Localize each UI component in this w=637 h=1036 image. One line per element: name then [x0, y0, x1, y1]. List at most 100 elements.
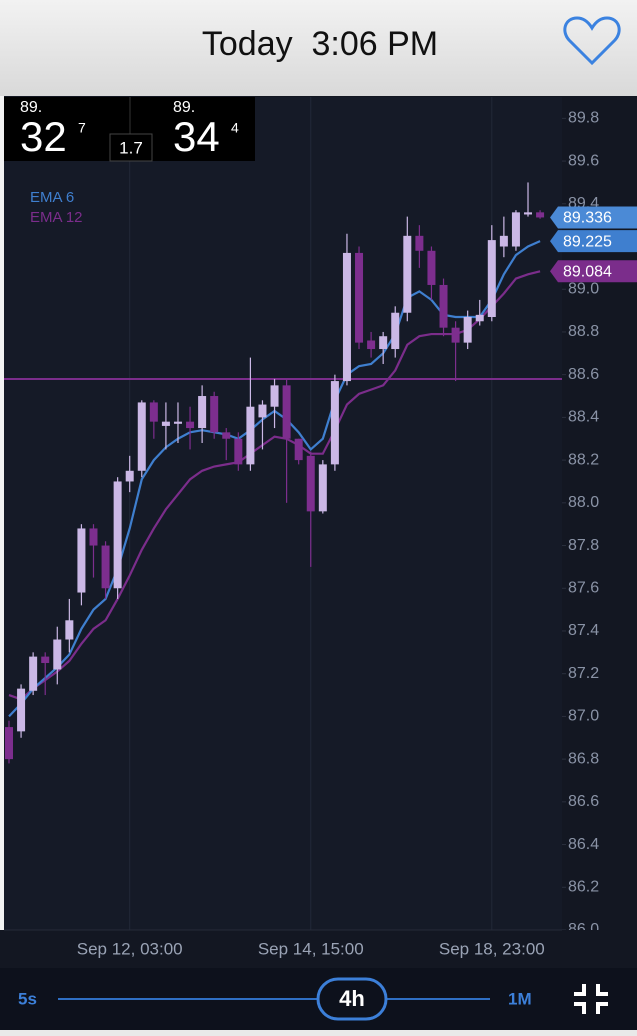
- candle-body: [222, 432, 231, 439]
- price-tag: [550, 230, 637, 253]
- price-tag-label: 89.225: [563, 233, 612, 250]
- candle-body: [186, 421, 195, 429]
- y-tick-label: 86.8: [568, 750, 599, 767]
- candle-body: [524, 212, 533, 215]
- header-title: Today 3:06 PM: [202, 25, 438, 63]
- collapse-icon: [574, 984, 586, 996]
- candle-body: [161, 421, 170, 426]
- candle-body: [5, 727, 13, 760]
- bottom-strip: [0, 1030, 637, 1036]
- candle-body: [258, 404, 267, 418]
- x-axis: Sep 12, 03:00 Sep 14, 15:00 Sep 18, 23:00: [77, 939, 545, 958]
- ask-prefix: 89.: [173, 99, 195, 116]
- candle-body: [415, 235, 424, 251]
- y-tick-label: 89.8: [568, 110, 599, 127]
- candle-body: [210, 396, 219, 433]
- ask-main: 34: [173, 113, 220, 160]
- candle-body: [234, 438, 243, 465]
- candle-body: [29, 656, 38, 691]
- candle-body: [475, 314, 484, 322]
- candle-body: [113, 481, 122, 589]
- candle-body: [17, 688, 26, 732]
- timeframe-thumb[interactable]: [316, 977, 388, 1021]
- candle-body: [41, 656, 50, 664]
- y-tick-label: 88.8: [568, 323, 599, 340]
- y-tick-label: 87.6: [568, 579, 599, 596]
- candle-body: [306, 455, 315, 512]
- left-edge: [0, 96, 4, 968]
- candle-body: [367, 340, 376, 350]
- candle-body: [65, 620, 74, 640]
- candle-body: [379, 336, 388, 350]
- ema-line: [8, 270, 541, 701]
- candle-body: [451, 327, 460, 343]
- quote-box: 89. 32 7 1.7 89. 34 4: [4, 97, 255, 162]
- candle-body: [53, 639, 62, 670]
- timeframe-max[interactable]: 1M: [508, 989, 532, 1008]
- x-tick-label: Sep 14, 15:00: [258, 939, 364, 958]
- spread: 1.7: [119, 138, 143, 157]
- candle-body: [330, 381, 339, 465]
- price-tag-label: 89.084: [563, 264, 612, 281]
- candle-body: [536, 212, 545, 218]
- candle-body: [246, 406, 255, 465]
- y-tick-label: 88.0: [568, 494, 599, 511]
- y-tick-label: 89.6: [568, 152, 599, 169]
- price-tag-label: 89.336: [563, 210, 612, 227]
- candle-body: [427, 250, 436, 285]
- candle-body: [487, 240, 496, 317]
- candle-body: [77, 528, 86, 593]
- y-tick-label: 86.2: [568, 879, 599, 896]
- timeframe-bar: 4h 5s 1M: [0, 968, 637, 1036]
- favorite-button[interactable]: [563, 16, 621, 66]
- collapse-button[interactable]: [574, 984, 608, 1014]
- bid-main: 32: [20, 113, 67, 160]
- candle-body: [403, 235, 412, 313]
- candle-body: [294, 438, 303, 461]
- candle-body: [149, 402, 158, 422]
- candle-body: [125, 470, 134, 482]
- y-tick-label: 88.6: [568, 366, 599, 383]
- price-tag: [550, 206, 637, 229]
- bid-prefix: 89.: [20, 99, 42, 116]
- x-axis-band: [0, 930, 637, 968]
- bid-sup: 7: [78, 120, 86, 136]
- candle-body: [499, 235, 508, 247]
- price-tag: [550, 260, 637, 283]
- y-tick-label: 87.0: [568, 708, 599, 725]
- collapse-icon: [596, 1002, 608, 1014]
- legend-entry: EMA 6: [30, 189, 74, 206]
- legend-entry: EMA 12: [30, 209, 83, 226]
- candle-body: [173, 421, 182, 424]
- candle-body: [391, 312, 400, 350]
- collapse-icon: [574, 1002, 586, 1014]
- y-tick-label: 87.8: [568, 537, 599, 554]
- candle-body: [282, 385, 291, 439]
- candle-body: [439, 284, 448, 328]
- candle-body: [198, 396, 207, 429]
- plot-area: [4, 97, 562, 930]
- legend: EMA 6 EMA 12: [30, 189, 83, 226]
- y-tick-label: 88.4: [568, 409, 599, 426]
- x-tick-label: Sep 12, 03:00: [77, 939, 183, 958]
- timeframe-selected[interactable]: 4h: [339, 986, 365, 1011]
- y-tick-label: 89.0: [568, 280, 599, 297]
- candle-body: [342, 252, 351, 382]
- timeframe-min[interactable]: 5s: [18, 989, 37, 1008]
- candle-body: [355, 252, 364, 343]
- candle-body: [463, 316, 472, 343]
- collapse-icon: [596, 984, 608, 996]
- y-tick-label: 87.2: [568, 665, 599, 682]
- y-tick-label: 88.2: [568, 451, 599, 468]
- x-tick-label: Sep 18, 23:00: [439, 939, 545, 958]
- candle-body: [270, 385, 279, 407]
- ask-sup: 4: [231, 120, 239, 136]
- candle-body: [101, 545, 110, 589]
- plot: [4, 182, 562, 764]
- candle-body: [511, 212, 520, 247]
- spread-box: [109, 133, 153, 162]
- header-bar: [0, 0, 637, 96]
- candle-body: [137, 402, 146, 471]
